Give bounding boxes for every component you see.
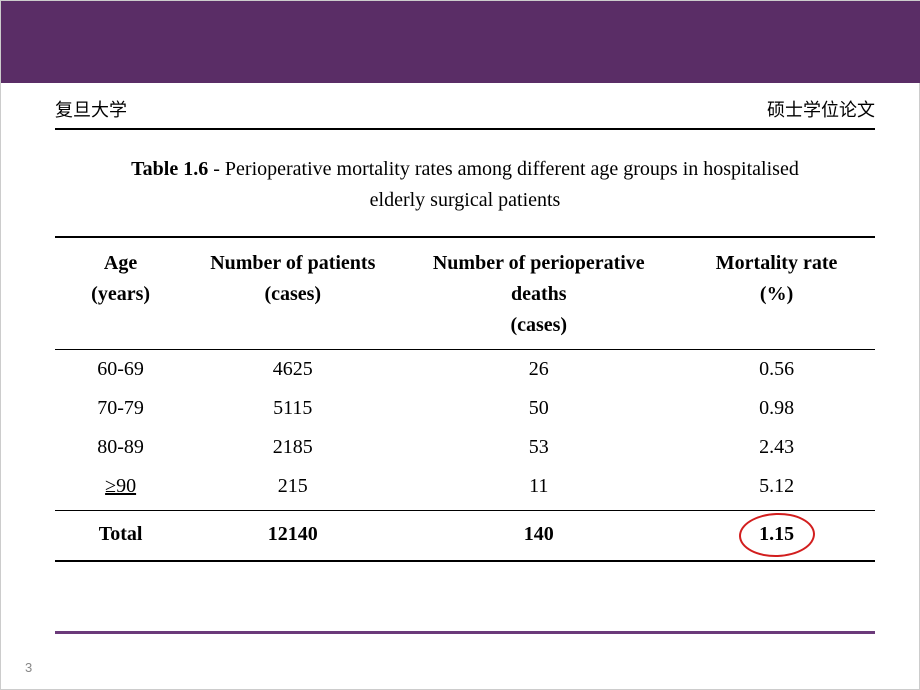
- cell-age: ≥90: [55, 467, 186, 511]
- cell-npat: 2185: [186, 428, 399, 467]
- cell-mort: 2.43: [678, 428, 875, 467]
- caption-line1: Perioperative mortality rates among diff…: [225, 158, 799, 180]
- col-header-death: Number of perioperative deaths (cases): [399, 237, 678, 350]
- cell-death: 11: [399, 467, 678, 511]
- cell-npat: 4625: [186, 350, 399, 390]
- cell-total-death: 140: [399, 511, 678, 562]
- col-mort-l1: Mortality rate: [716, 252, 838, 274]
- col-npat-l2: (cases): [264, 283, 321, 305]
- cell-death: 50: [399, 389, 678, 428]
- caption-label: Table 1.6: [131, 158, 208, 180]
- cell-npat: 5115: [186, 389, 399, 428]
- cell-total-mort: 1.15: [678, 511, 875, 562]
- footer-line: [55, 631, 875, 634]
- cell-age: 60-69: [55, 350, 186, 390]
- table-header-row: Age (years) Number of patients (cases) N…: [55, 237, 875, 350]
- col-age-l1: Age: [104, 252, 137, 274]
- circled-value: 1.15: [753, 523, 800, 546]
- page-header: 复旦大学 硕士学位论文: [55, 96, 875, 130]
- col-header-npat: Number of patients (cases): [186, 237, 399, 350]
- top-band: [1, 1, 920, 83]
- cell-mort: 5.12: [678, 467, 875, 511]
- cell-npat: 215: [186, 467, 399, 511]
- col-npat-l1: Number of patients: [210, 252, 375, 274]
- caption-line2: elderly surgical patients: [370, 189, 561, 211]
- cell-total-npat: 12140: [186, 511, 399, 562]
- page-number: 3: [25, 660, 32, 675]
- table-total-row: Total 12140 140 1.15: [55, 511, 875, 562]
- table-row: ≥90 215 11 5.12: [55, 467, 875, 511]
- col-age-l2: (years): [91, 283, 150, 305]
- content-area: 复旦大学 硕士学位论文 Table 1.6 - Perioperative mo…: [55, 96, 875, 562]
- col-death-l3: (cases): [510, 314, 567, 336]
- header-right: 硕士学位论文: [767, 96, 875, 122]
- col-mort-l2: (%): [760, 283, 793, 305]
- cell-death: 26: [399, 350, 678, 390]
- col-header-mort: Mortality rate (%): [678, 237, 875, 350]
- table-caption: Table 1.6 - Perioperative mortality rate…: [55, 154, 875, 216]
- header-left: 复旦大学: [55, 96, 127, 122]
- col-death-l2: deaths: [511, 283, 567, 305]
- col-header-age: Age (years): [55, 237, 186, 350]
- table-row: 80-89 2185 53 2.43: [55, 428, 875, 467]
- cell-total-label: Total: [55, 511, 186, 562]
- caption-sep: -: [208, 158, 225, 180]
- cell-death: 53: [399, 428, 678, 467]
- mortality-table: Age (years) Number of patients (cases) N…: [55, 236, 875, 562]
- table-row: 70-79 5115 50 0.98: [55, 389, 875, 428]
- cell-age: 70-79: [55, 389, 186, 428]
- col-death-l1: Number of perioperative: [433, 252, 645, 274]
- cell-mort: 0.56: [678, 350, 875, 390]
- table-row: 60-69 4625 26 0.56: [55, 350, 875, 390]
- cell-mort: 0.98: [678, 389, 875, 428]
- slide: 复旦大学 硕士学位论文 Table 1.6 - Perioperative mo…: [0, 0, 920, 690]
- cell-age: 80-89: [55, 428, 186, 467]
